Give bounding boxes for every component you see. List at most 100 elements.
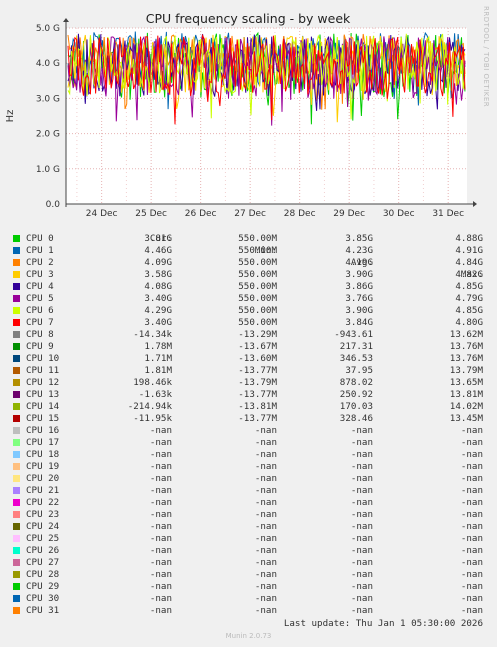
legend-swatch [13,583,20,590]
legend-avg: 3.84G [345,317,373,328]
header-avg: Avg: [350,257,373,268]
legend-row: CPU 27 -nan -nan -nan -nan [0,557,497,569]
legend-min: 550.00M [238,317,277,328]
legend-min: -nan [254,521,277,532]
legend-row: CPU 31 -nan -nan -nan -nan [0,605,497,617]
legend-cur: 1.81M [144,365,172,376]
legend-row: CPU 15 -11.95k -13.77M 328.46 13.45M [0,413,497,425]
legend-cur: 4.08G [144,281,172,292]
legend-cur: -nan [149,485,172,496]
legend-name: CPU 3 [26,269,54,280]
legend-row: CPU 28 -nan -nan -nan -nan [0,569,497,581]
legend-name: CPU 22 [26,497,60,508]
legend-min: -13.77M [238,365,277,376]
legend-avg: 37.95 [345,365,373,376]
legend-avg: -nan [350,497,373,508]
legend-max: -nan [460,437,483,448]
legend-row: CPU 13 -1.63k -13.77M 250.92 13.81M [0,389,497,401]
x-tick-label: 30 Dec [383,209,415,219]
legend-avg: 3.86G [345,281,373,292]
legend-avg: -nan [350,545,373,556]
legend-name: CPU 19 [26,461,60,472]
legend-min: -nan [254,473,277,484]
legend-min: -13.77M [238,389,277,400]
legend-max: 13.76M [449,341,483,352]
legend-name: CPU 26 [26,545,60,556]
legend-row: CPU 14 -214.94k -13.81M 170.03 14.02M [0,401,497,413]
legend-min: -nan [254,569,277,580]
legend-min: -nan [254,425,277,436]
legend-name: CPU 31 [26,605,60,616]
legend-min: -nan [254,449,277,460]
legend-cur: -nan [149,545,172,556]
chart-title: CPU frequency scaling - by week [146,11,351,26]
legend-min: -13.29M [238,329,277,340]
legend-avg: -nan [350,557,373,568]
legend-avg: -nan [350,569,373,580]
legend-avg: 3.90G [345,305,373,316]
legend-max: 13.81M [449,389,483,400]
legend-cur: 4.09G [144,257,172,268]
legend-swatch [13,451,20,458]
legend-min: -nan [254,437,277,448]
legend-name: CPU 25 [26,533,60,544]
legend-min: -nan [254,581,277,592]
legend-avg: 170.03 [339,401,373,412]
legend-max: -nan [460,461,483,472]
legend-max: -nan [460,533,483,544]
legend-cur: -nan [149,461,172,472]
legend-cur: -nan [149,425,172,436]
legend-max: 4.85G [455,305,483,316]
y-tick-label: 0.0 [46,200,61,210]
y-tick-label: 1.0 G [36,165,60,175]
legend-avg: -nan [350,461,373,472]
legend-max: 13.76M [449,353,483,364]
legend-cur: -nan [149,509,172,520]
legend-row: CPU 7 3.40G 550.00M 3.84G 4.80G [0,317,497,329]
legend-avg: 4.23G [345,245,373,256]
x-axis-arrow [473,201,477,207]
legend-row: CPU 10 1.71M -13.60M 346.53 13.76M [0,353,497,365]
legend-cur: 1.71M [144,353,172,364]
header-min: Min: [254,245,277,256]
y-axis-label: Hz [5,110,16,123]
legend-row: CPU 22 -nan -nan -nan -nan [0,497,497,509]
legend-name: CPU 28 [26,569,60,580]
legend-swatch [13,403,20,410]
legend-row: CPU 25 -nan -nan -nan -nan [0,533,497,545]
legend-max: 13.65M [449,377,483,388]
legend-cur: -nan [149,581,172,592]
legend-avg: -nan [350,425,373,436]
legend-name: CPU 29 [26,581,60,592]
legend-row: CPU 6 4.29G 550.00M 3.90G 4.85G [0,305,497,317]
legend-row: CPU 12 198.46k -13.79M 878.02 13.65M [0,377,497,389]
legend-cur: -nan [149,473,172,484]
legend-cur: -214.94k [127,401,172,412]
legend-swatch [13,235,20,242]
x-tick-label: 29 Dec [333,209,365,219]
legend-swatch [13,595,20,602]
legend-avg: -nan [350,509,373,520]
legend-min: -nan [254,533,277,544]
legend-swatch [13,463,20,470]
legend-avg: 346.53 [339,353,373,364]
legend-min: 550.00M [238,305,277,316]
legend-name: CPU 10 [26,353,60,364]
legend-avg: -nan [350,449,373,460]
legend-row: CPU 17 -nan -nan -nan -nan [0,437,497,449]
legend-cur: -nan [149,437,172,448]
legend-avg: 217.31 [339,341,373,352]
legend-avg: 4.19G [345,257,373,268]
legend-max: -nan [460,557,483,568]
y-axis-arrow [63,18,69,22]
legend-row: CPU 23 -nan -nan -nan -nan [0,509,497,521]
x-tick-label: 24 Dec [86,209,118,219]
legend-swatch [13,487,20,494]
legend-cur: 1.78M [144,341,172,352]
legend-row: CPU 21 -nan -nan -nan -nan [0,485,497,497]
legend-max: 4.80G [455,317,483,328]
legend-row: CPU 0 3.81G 550.00M 3.85G 4.88G [0,233,497,245]
legend-max: -nan [460,581,483,592]
legend-min: -nan [254,461,277,472]
legend-cur: -nan [149,497,172,508]
